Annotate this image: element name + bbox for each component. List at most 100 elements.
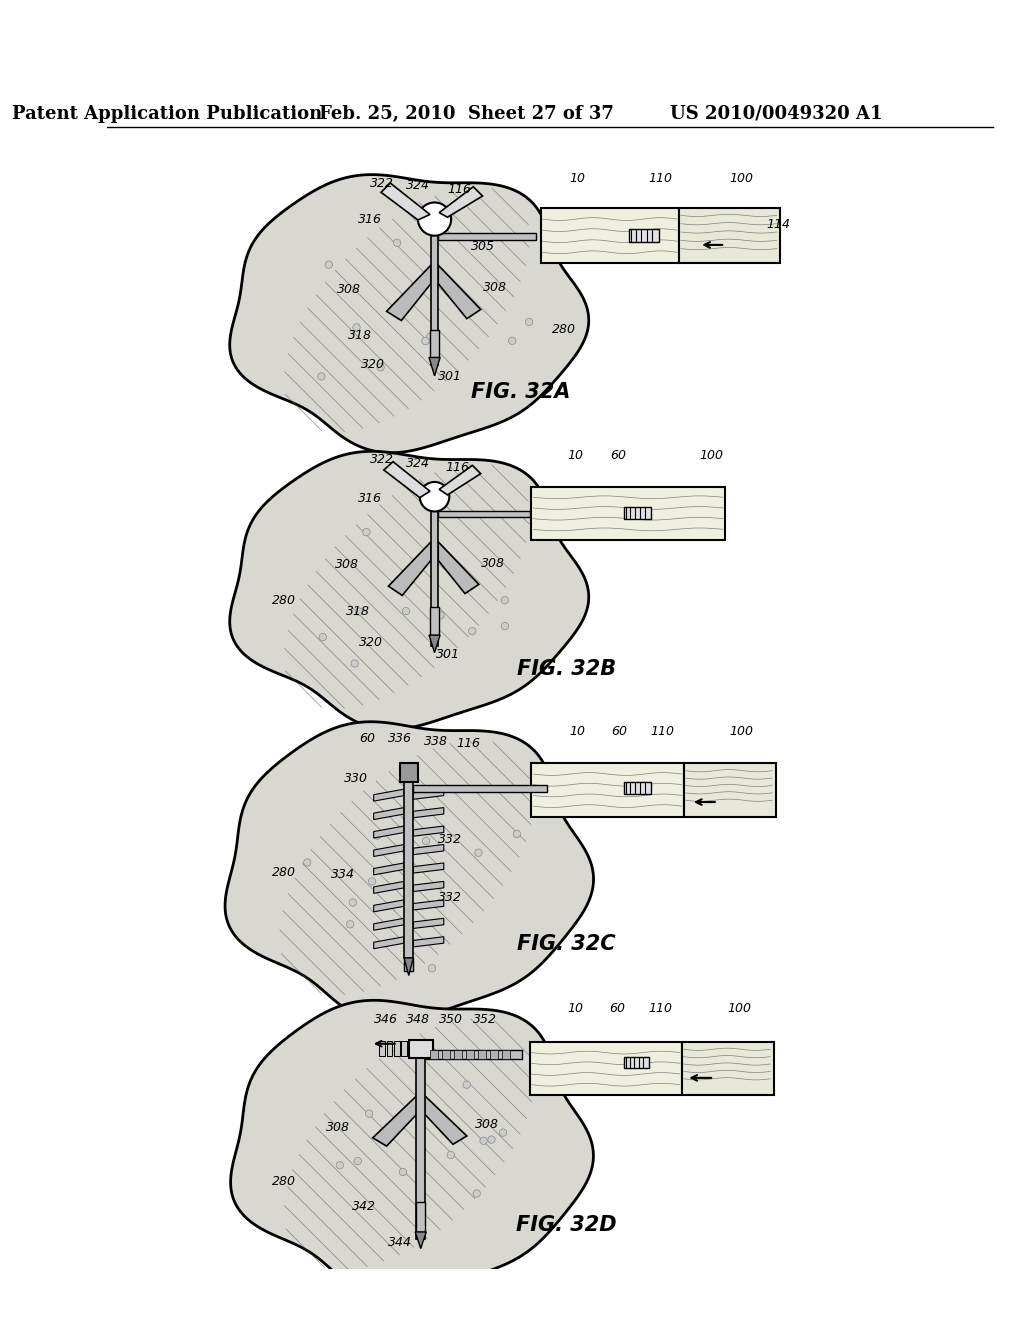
Circle shape xyxy=(427,333,434,341)
Circle shape xyxy=(420,482,450,511)
Text: 60: 60 xyxy=(609,1002,626,1015)
Polygon shape xyxy=(374,826,404,838)
Bar xyxy=(679,209,780,264)
Polygon shape xyxy=(374,789,404,801)
Polygon shape xyxy=(373,1096,417,1146)
Text: 308: 308 xyxy=(326,1121,350,1134)
Bar xyxy=(399,763,418,781)
Text: 330: 330 xyxy=(344,772,369,784)
Bar xyxy=(416,1203,425,1232)
Text: 60: 60 xyxy=(359,731,375,744)
Text: 308: 308 xyxy=(335,558,359,572)
Bar xyxy=(684,763,776,817)
Circle shape xyxy=(354,1158,361,1164)
Circle shape xyxy=(435,554,443,562)
Polygon shape xyxy=(229,174,589,453)
Circle shape xyxy=(351,660,358,667)
Text: 332: 332 xyxy=(438,833,462,846)
Text: Feb. 25, 2010  Sheet 27 of 37: Feb. 25, 2010 Sheet 27 of 37 xyxy=(319,104,614,123)
Bar xyxy=(502,1051,510,1060)
Polygon shape xyxy=(374,919,404,931)
Polygon shape xyxy=(388,543,431,595)
Bar xyxy=(454,1051,462,1060)
Text: 280: 280 xyxy=(272,1175,296,1188)
Text: FIG. 32B: FIG. 32B xyxy=(517,659,616,680)
Text: 346: 346 xyxy=(374,1014,397,1026)
Bar xyxy=(409,1040,433,1059)
Circle shape xyxy=(501,623,509,630)
Text: 100: 100 xyxy=(699,449,723,462)
Text: 10: 10 xyxy=(569,172,586,185)
Circle shape xyxy=(487,1137,496,1143)
Circle shape xyxy=(355,607,362,615)
Text: 318: 318 xyxy=(348,329,372,342)
Bar xyxy=(489,1051,499,1060)
Bar xyxy=(531,487,725,540)
Circle shape xyxy=(353,323,360,331)
Polygon shape xyxy=(414,845,443,854)
Polygon shape xyxy=(414,900,443,909)
Polygon shape xyxy=(439,466,480,495)
Text: 10: 10 xyxy=(567,449,584,462)
Text: FIG. 32D: FIG. 32D xyxy=(516,1214,616,1234)
Bar xyxy=(442,1051,451,1060)
Text: 316: 316 xyxy=(358,214,382,227)
Circle shape xyxy=(399,1168,407,1176)
Text: 280: 280 xyxy=(272,594,296,607)
Bar xyxy=(387,1041,392,1056)
Text: 308: 308 xyxy=(482,281,507,294)
Text: 336: 336 xyxy=(388,731,413,744)
Bar xyxy=(466,1051,474,1060)
Circle shape xyxy=(366,1110,373,1117)
Circle shape xyxy=(362,528,370,536)
Circle shape xyxy=(418,202,452,236)
Bar xyxy=(430,607,439,635)
Text: 60: 60 xyxy=(610,449,626,462)
Bar xyxy=(629,230,658,242)
Text: 316: 316 xyxy=(358,492,382,506)
Text: Patent Application Publication: Patent Application Publication xyxy=(12,104,323,123)
Polygon shape xyxy=(374,808,404,820)
Bar xyxy=(431,206,438,364)
Circle shape xyxy=(317,372,325,380)
Text: 114: 114 xyxy=(767,218,791,231)
Bar xyxy=(401,1041,407,1056)
Polygon shape xyxy=(414,789,443,800)
Text: 116: 116 xyxy=(457,738,480,751)
Text: 322: 322 xyxy=(370,453,394,466)
Text: 305: 305 xyxy=(471,240,496,253)
Polygon shape xyxy=(414,808,443,817)
Circle shape xyxy=(428,965,435,972)
Polygon shape xyxy=(414,863,443,873)
Text: 280: 280 xyxy=(272,866,296,879)
Text: 301: 301 xyxy=(436,648,461,661)
Polygon shape xyxy=(225,722,594,1023)
Text: 100: 100 xyxy=(728,1002,752,1015)
Text: 100: 100 xyxy=(730,172,754,185)
Text: US 2010/0049320 A1: US 2010/0049320 A1 xyxy=(670,104,882,123)
Circle shape xyxy=(393,239,400,247)
Text: 100: 100 xyxy=(730,726,754,738)
Bar xyxy=(379,1041,385,1056)
Circle shape xyxy=(422,338,429,345)
Text: 338: 338 xyxy=(424,735,447,747)
Polygon shape xyxy=(387,265,431,321)
Circle shape xyxy=(319,634,327,640)
Polygon shape xyxy=(404,958,414,975)
Text: FIG. 32A: FIG. 32A xyxy=(471,383,570,403)
Text: 348: 348 xyxy=(406,1014,430,1026)
Circle shape xyxy=(401,812,409,818)
Circle shape xyxy=(346,920,354,928)
Text: 344: 344 xyxy=(388,1237,413,1250)
Polygon shape xyxy=(374,845,404,857)
Bar xyxy=(541,209,679,264)
Polygon shape xyxy=(230,1001,594,1298)
Text: 320: 320 xyxy=(358,636,383,649)
Bar xyxy=(438,232,536,240)
Polygon shape xyxy=(229,451,589,730)
Circle shape xyxy=(463,1081,470,1089)
Text: 320: 320 xyxy=(360,358,385,371)
Text: 10: 10 xyxy=(569,726,586,738)
Bar xyxy=(416,1051,425,1239)
Circle shape xyxy=(447,1151,455,1159)
